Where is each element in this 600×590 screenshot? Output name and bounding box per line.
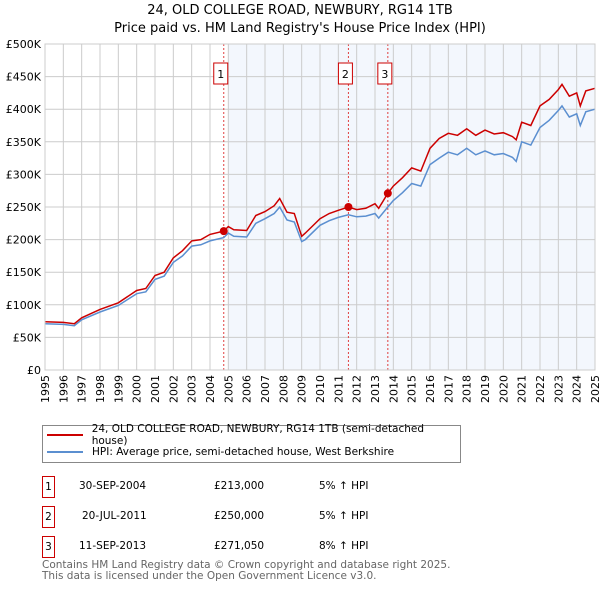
sale-row: 1 30-SEP-2004 £213,000 5% ↑ HPI [42, 476, 442, 498]
x-tick-label: 2005 [222, 375, 235, 403]
sale-row: 2 20-JUL-2011 £250,000 5% ↑ HPI [42, 506, 442, 528]
y-tick-label: £200K [6, 234, 42, 247]
x-tick-label: 2022 [534, 375, 547, 403]
footer-line2: This data is licensed under the Open Gov… [42, 570, 377, 582]
sale-label: 3 [381, 68, 388, 81]
sale-label-box [213, 62, 229, 85]
y-tick-label: £150K [6, 266, 42, 279]
x-tick-label: 2000 [131, 375, 144, 403]
sale-marker: 2 [42, 506, 55, 528]
x-tick-label: 2020 [497, 375, 510, 403]
legend-label: HPI: Average price, semi-detached house,… [92, 445, 395, 458]
y-tick-label: £300K [6, 168, 42, 181]
x-tick-label: 2001 [149, 375, 162, 403]
x-tick-label: 2024 [571, 375, 584, 403]
x-tick-label: 2019 [479, 375, 492, 403]
sale-price: £213,000 [214, 480, 265, 492]
x-tick-label: 1998 [94, 375, 107, 403]
y-tick-label: £400K [6, 103, 42, 116]
x-tick-label: 2015 [406, 375, 419, 403]
x-tick-label: 2004 [204, 375, 217, 403]
plot-border [44, 43, 596, 371]
sale-row: 3 11-SEP-2013 £271,050 8% ↑ HPI [42, 536, 442, 558]
x-tick-label: 2013 [369, 375, 382, 403]
y-tick-label: £0 [27, 364, 41, 377]
x-tick-label: 1996 [57, 375, 70, 403]
x-tick-label: 2016 [424, 375, 437, 403]
x-tick-label: 2018 [461, 375, 474, 403]
sale-label-box [377, 62, 393, 85]
legend-item-property: 24, OLD COLLEGE ROAD, NEWBURY, RG14 1TB … [43, 423, 460, 447]
sale-label-box [337, 62, 353, 85]
sale-marker: 3 [42, 536, 55, 558]
legend: 24, OLD COLLEGE ROAD, NEWBURY, RG14 1TB … [42, 423, 461, 463]
sale-date: 30-SEP-2004 [79, 480, 147, 492]
y-tick-label: £350K [6, 136, 42, 149]
x-tick-label: 2011 [332, 375, 345, 403]
footer: Contains HM Land Registry data © Crown c… [42, 560, 450, 582]
sale-label: 2 [342, 68, 349, 81]
x-tick-label: 1997 [76, 375, 89, 403]
y-tick-label: £450K [6, 71, 42, 84]
x-tick-label: 2008 [277, 375, 290, 403]
sale-point [383, 189, 392, 198]
y-tick-label: £100K [6, 299, 42, 312]
y-tick-label: £500K [6, 38, 42, 51]
footer-line1: Contains HM Land Registry data © Crown c… [42, 559, 451, 571]
legend-swatch-red [47, 433, 83, 436]
sale-marker: 1 [42, 476, 55, 498]
series-line [44, 83, 596, 325]
x-tick-label: 2021 [516, 375, 529, 403]
sale-point [219, 227, 228, 236]
x-tick-label: 2006 [241, 375, 254, 403]
sale-hpi: 5% ↑ HPI [319, 480, 369, 492]
x-tick-label: 2012 [351, 375, 364, 403]
sale-date: 20-JUL-2011 [82, 510, 147, 522]
x-tick-label: 2002 [167, 375, 180, 403]
x-tick-label: 2025 [589, 375, 600, 403]
sale-hpi: 5% ↑ HPI [319, 510, 369, 522]
x-tick-label: 1999 [112, 375, 125, 403]
x-tick-label: 2014 [387, 375, 400, 403]
sale-price: £271,050 [214, 540, 265, 552]
y-tick-label: £250K [6, 201, 42, 214]
x-tick-label: 2009 [296, 375, 309, 403]
y-tick-label: £50K [13, 331, 42, 344]
legend-item-hpi: HPI: Average price, semi-detached house,… [43, 443, 460, 460]
sale-point [344, 203, 353, 211]
sale-date: 11-SEP-2013 [79, 540, 147, 552]
sale-hpi: 8% ↑ HPI [319, 540, 369, 552]
title-line2: Price paid vs. HM Land Registry's House … [114, 21, 486, 36]
chart-title: 24, OLD COLLEGE ROAD, NEWBURY, RG14 1TB … [0, 2, 600, 38]
legend-label: 24, OLD COLLEGE ROAD, NEWBURY, RG14 1TB … [91, 422, 425, 447]
sale-label: 1 [217, 68, 224, 81]
price-chart: 1995 1996 1997 1998 1999 2000 2001 2002 2003 2004… [6, 38, 600, 403]
sale-price: £250,000 [214, 510, 265, 522]
x-tick-label: 1995 [39, 375, 52, 403]
x-tick-label: 2017 [442, 375, 455, 403]
x-tick-label: 2003 [186, 375, 199, 403]
series-line [44, 104, 596, 327]
x-tick-label: 2007 [259, 375, 272, 403]
title-line1: 24, OLD COLLEGE ROAD, NEWBURY, RG14 1TB [147, 3, 453, 18]
x-tick-label: 2010 [314, 375, 327, 403]
x-tick-label: 2023 [552, 375, 565, 403]
legend-swatch-blue [47, 450, 83, 453]
